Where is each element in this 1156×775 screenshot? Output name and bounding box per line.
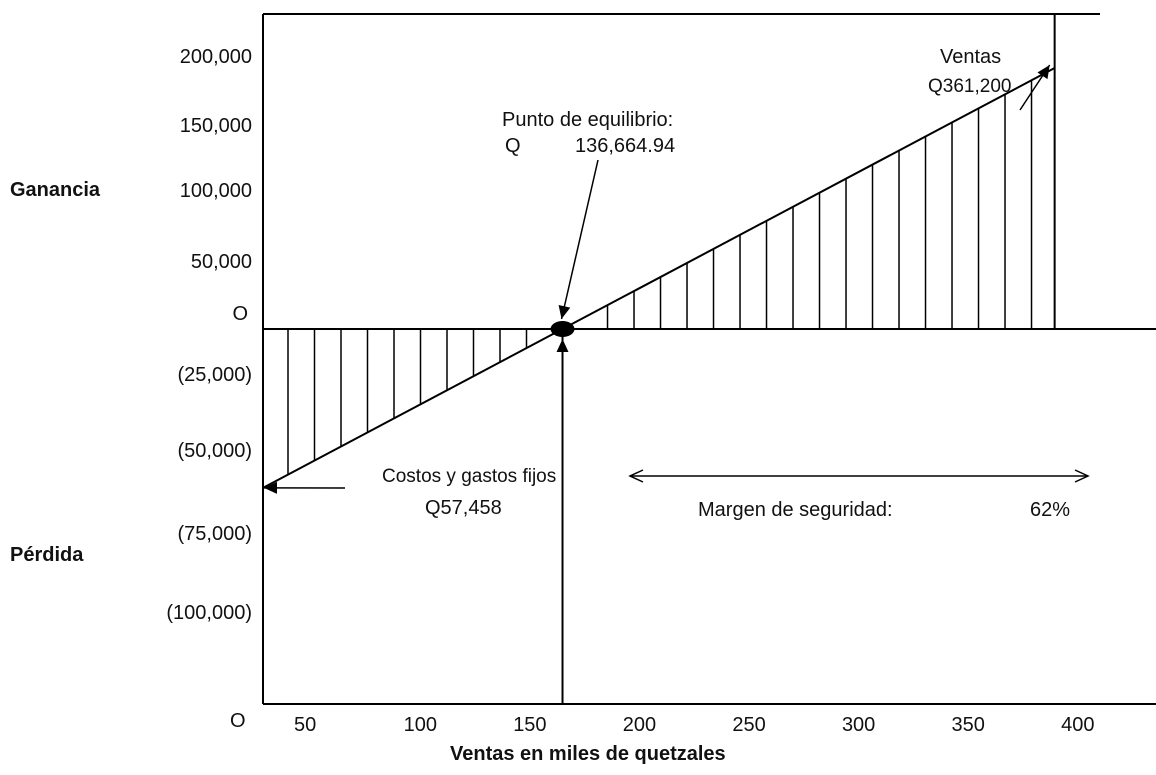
sales-value: Q361,200 [928,76,1012,97]
y-tick-label: 50,000 [190,251,252,273]
breakeven-point [550,321,575,337]
y-tick-label: (50,000) [177,440,253,462]
y-tick-label: 150,000 [179,115,252,137]
x-tick-label: 250 [732,714,766,736]
x-tick-label: 400 [1061,714,1095,736]
breakeven-currency: Q [505,135,521,157]
y-tick-label: (25,000) [177,364,253,386]
x-origin-label: O [230,710,246,732]
profit-line [262,67,1056,489]
y-tick-label: (75,000) [177,523,253,545]
chart-lines [262,14,1056,704]
x-tick-label: 50 [294,714,317,736]
safety-margin-arrow-right [1074,469,1090,483]
safety-margin-value: 62% [1030,499,1071,521]
fixed-costs-value: Q57,458 [425,497,502,519]
safety-margin-label: Margen de seguridad: [698,499,893,521]
breakeven-up-arrowhead [556,339,569,352]
y-axis-label-perdida: Pérdida [10,544,84,566]
breakeven-value: 136,664.94 [575,135,676,157]
x-tick-label: 100 [403,714,437,736]
fixed-costs-label: Costos y gastos fijos [382,466,557,487]
y-tick-label: (100,000) [166,602,252,624]
x-tick-label: 350 [951,714,985,736]
x-tick-label: 200 [622,714,657,736]
x-axis-label: Ventas en miles de quetzales [450,743,726,765]
y-axis-label-ganancia: Ganancia [10,179,101,201]
y-tick-label: O [232,303,248,325]
hatching [287,80,1033,475]
y-tick-label: 100,000 [179,180,252,202]
breakeven-label: Punto de equilibrio: [502,109,674,131]
safety-margin-arrow-left [628,469,644,483]
sales-arrow-head [1037,64,1050,80]
y-tick-label: 200,000 [179,46,252,68]
annotation-arrows [263,64,1090,494]
breakeven-arrow-head [558,304,571,319]
axes [262,13,1156,705]
breakeven-arrow [560,159,599,320]
x-tick-label: 300 [841,714,876,736]
sales-label: Ventas [940,46,1002,68]
x-tick-label: 150 [513,714,547,736]
fixed-costs-arrow-head [264,481,278,494]
